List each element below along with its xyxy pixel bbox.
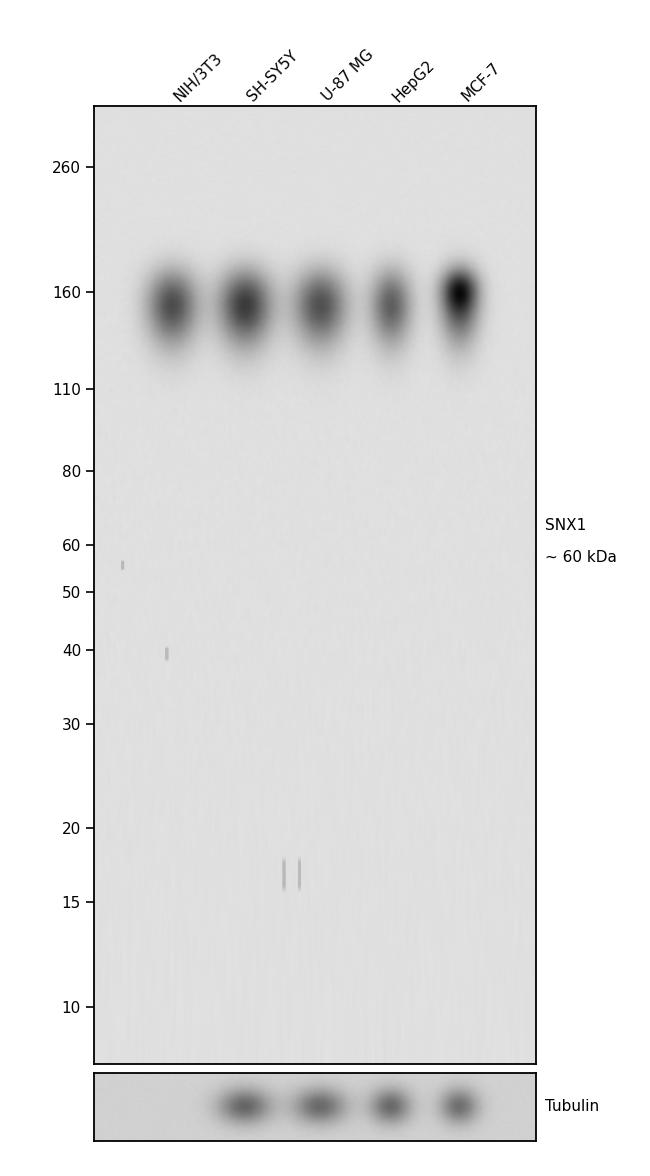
Text: Tubulin: Tubulin: [545, 1100, 599, 1114]
Text: ~ 60 kDa: ~ 60 kDa: [545, 550, 617, 564]
Text: MCF-7: MCF-7: [459, 60, 503, 105]
Text: NIH/3T3: NIH/3T3: [172, 51, 226, 105]
Text: U-87 MG: U-87 MG: [320, 47, 377, 105]
Text: HepG2: HepG2: [391, 56, 438, 105]
Text: SH-SY5Y: SH-SY5Y: [244, 48, 301, 105]
Text: SNX1: SNX1: [545, 517, 586, 533]
